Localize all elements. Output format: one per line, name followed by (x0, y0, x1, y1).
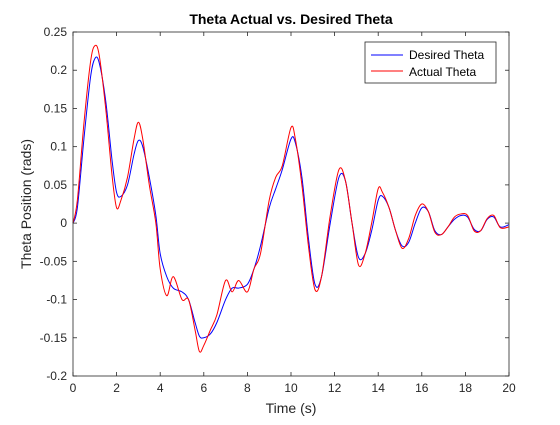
x-tick-label: 18 (459, 381, 473, 395)
y-tick-label: 0 (60, 216, 67, 230)
series-layer (72, 44, 510, 353)
y-tick-label: 0.2 (50, 63, 67, 77)
x-tick-label: 2 (113, 381, 120, 395)
x-axis-label: Time (s) (266, 400, 317, 416)
x-tick-label: 8 (244, 381, 251, 395)
legend: Desired Theta Actual Theta (364, 41, 497, 84)
x-axis: 0 2 4 6 8 10 12 14 16 18 20 (70, 32, 516, 395)
x-tick-label: 12 (328, 381, 342, 395)
legend-box (364, 41, 497, 84)
y-tick-label: -0.05 (40, 254, 68, 268)
y-tick-label: 0.1 (50, 140, 67, 154)
y-tick-label: -0.1 (46, 293, 67, 307)
y-axis-label: Theta Position (rads) (18, 139, 34, 269)
x-tick-label: 20 (502, 381, 516, 395)
x-tick-label: 10 (284, 381, 298, 395)
y-tick-label: 0.25 (44, 25, 68, 39)
legend-label-desired-theta: Desired Theta (409, 48, 484, 62)
x-tick-label: 0 (70, 381, 77, 395)
x-tick-label: 6 (200, 381, 207, 395)
x-tick-label: 4 (157, 381, 164, 395)
x-tick-label: 14 (372, 381, 386, 395)
y-axis: -0.2 -0.15 -0.1 -0.05 0 0.05 0.1 0.15 0.2 0.25 (40, 25, 509, 383)
x-tick-label: 16 (415, 381, 429, 395)
plot-area (73, 32, 509, 376)
y-tick-label: 0.05 (44, 178, 68, 192)
y-tick-label: 0.15 (44, 101, 68, 115)
series-line-actual-theta (72, 44, 510, 353)
chart-title: Theta Actual vs. Desired Theta (189, 11, 393, 27)
y-tick-label: -0.15 (40, 331, 68, 345)
legend-label-actual-theta: Actual Theta (409, 65, 476, 79)
y-tick-label: -0.2 (46, 369, 67, 383)
